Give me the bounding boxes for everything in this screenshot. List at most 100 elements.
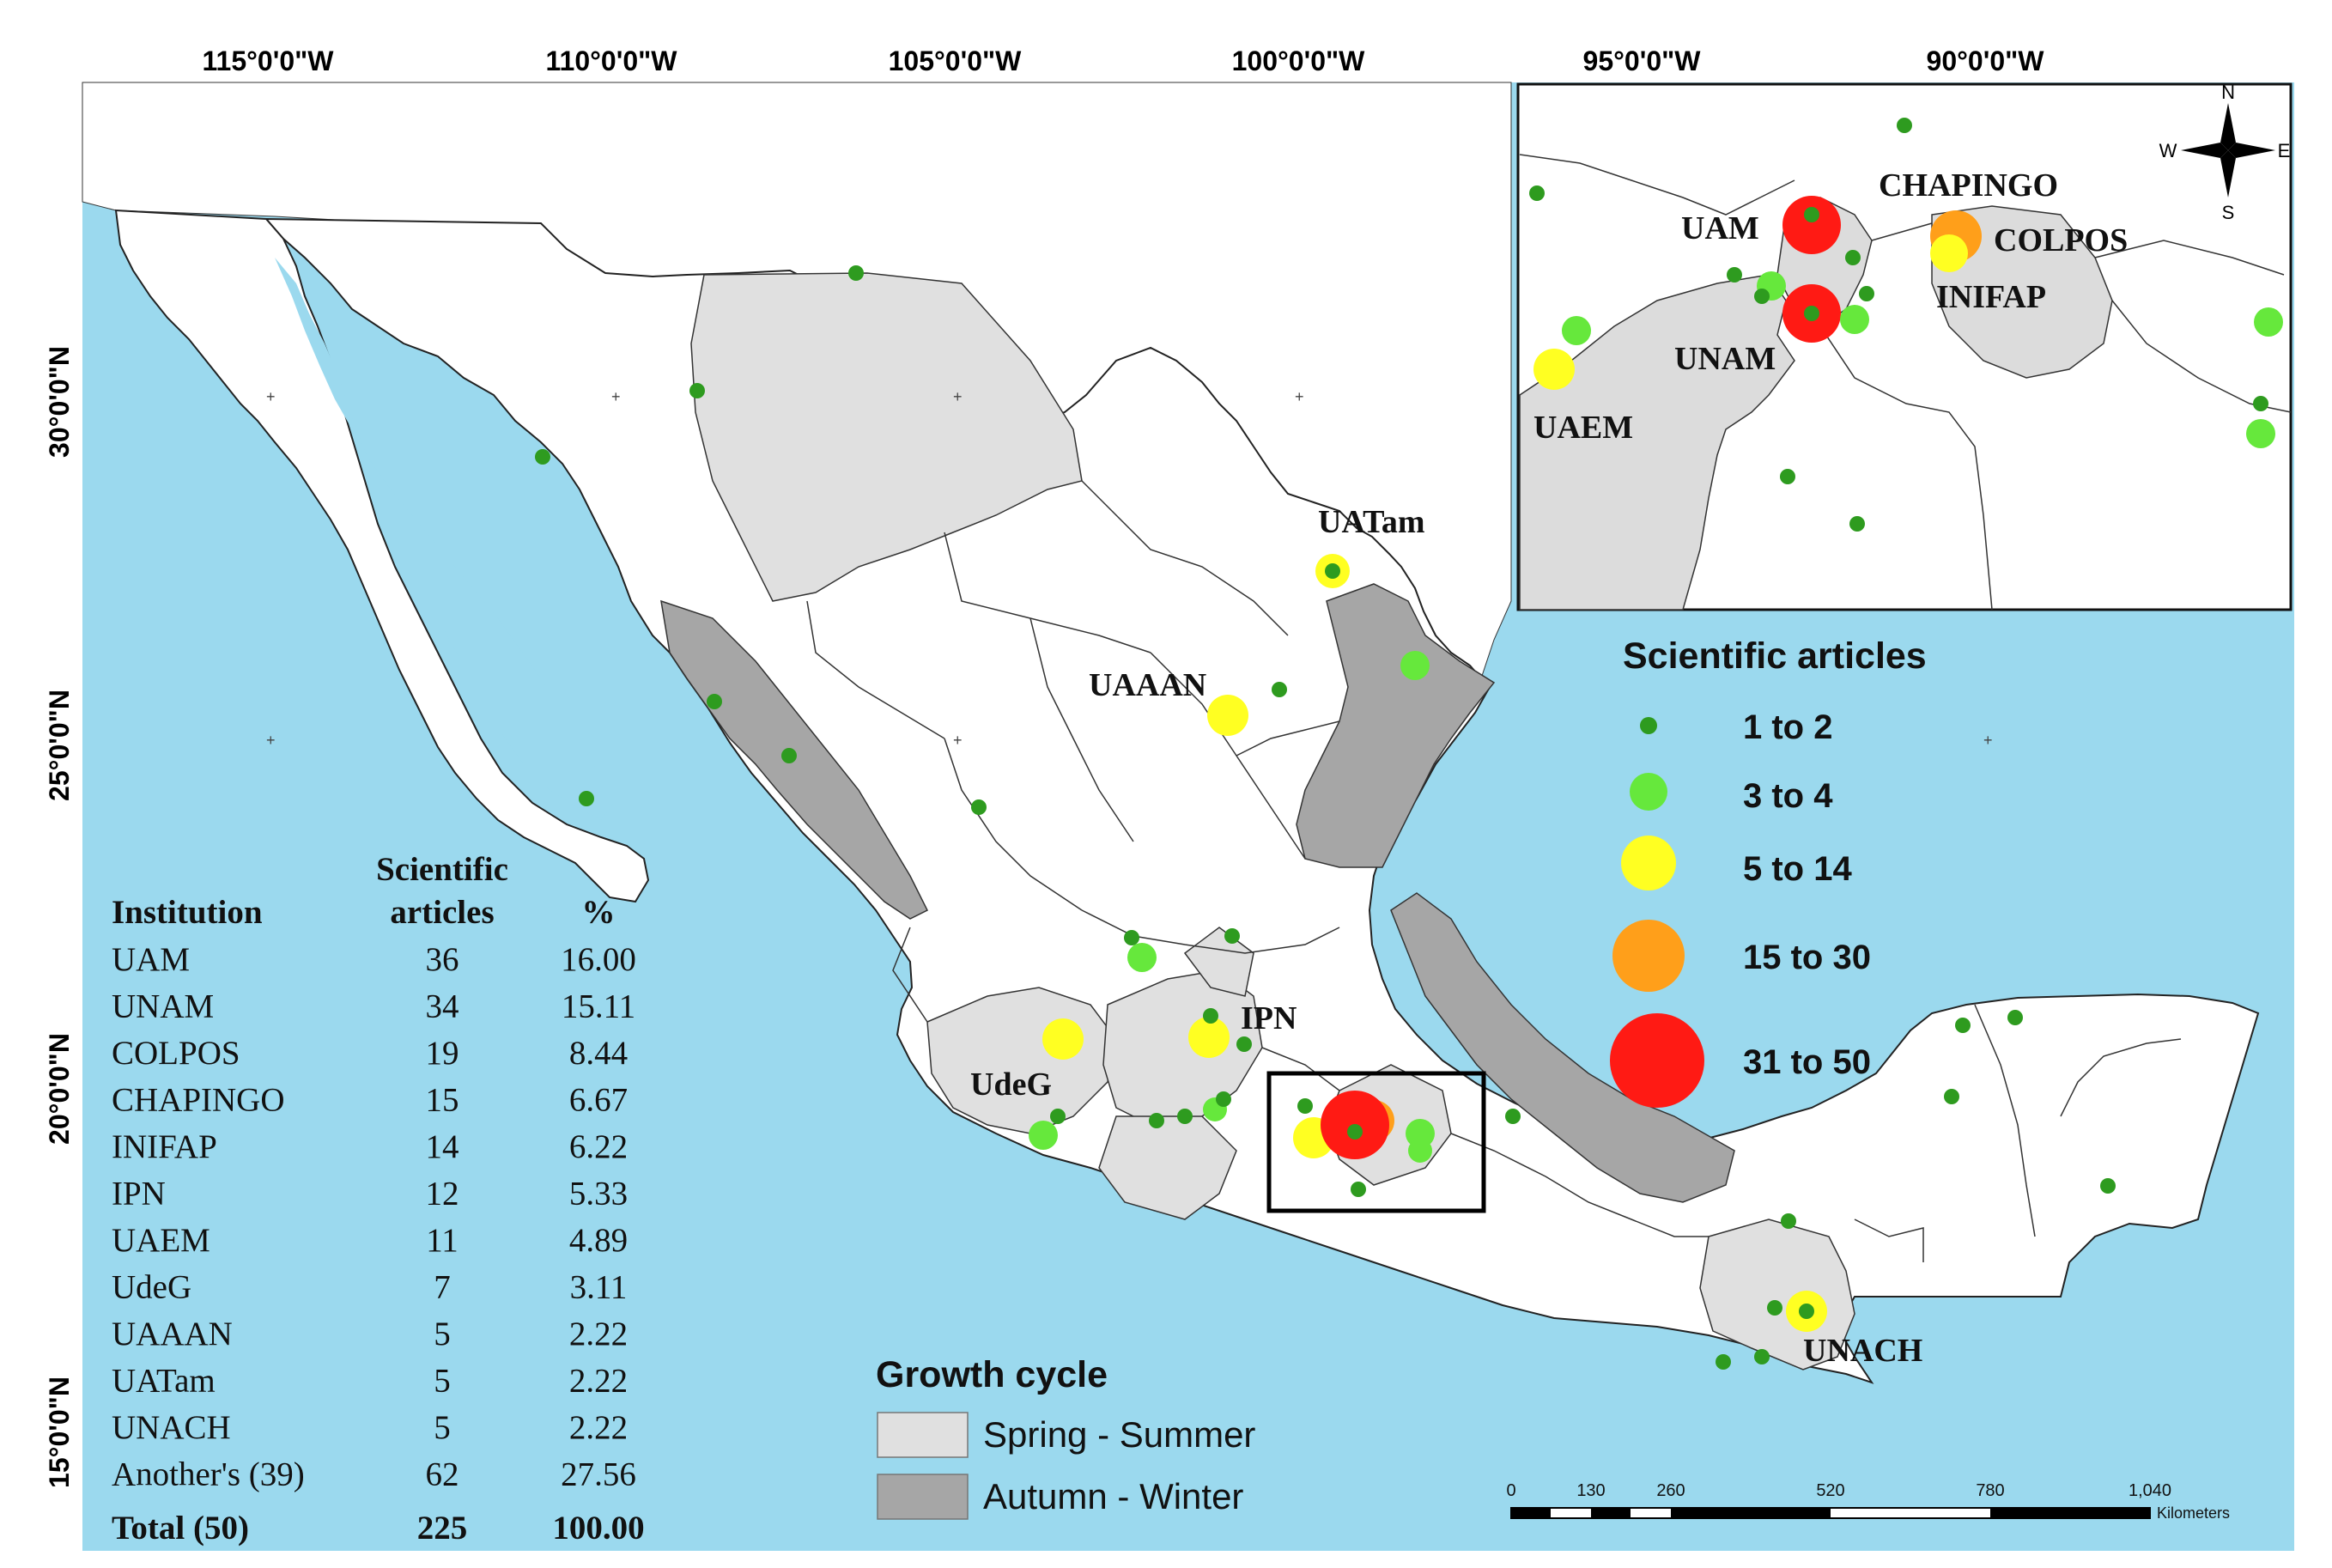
table-header-institution: Institution — [112, 894, 263, 931]
legend-label-31-50: 31 to 50 — [1743, 1043, 1871, 1081]
label-udeg: UdeG — [970, 1067, 1052, 1103]
legend-label-1-2: 1 to 2 — [1743, 708, 1832, 746]
legend-label-15-30: 15 to 30 — [1743, 939, 1871, 976]
inset-map — [1516, 82, 2293, 611]
axis-lon-110: 110°0'0"W — [546, 46, 678, 76]
compass-s: S — [2222, 202, 2235, 223]
legend-marker-15-30 — [1612, 920, 1685, 992]
table-cell-institution: UNACH — [112, 1409, 231, 1446]
table-cell-percent: 27.56 — [561, 1456, 636, 1493]
svg-text:+: + — [953, 732, 963, 749]
legend-marker-5-14 — [1621, 836, 1676, 890]
label-uaaan: UAAAN — [1089, 667, 1206, 703]
table-cell-articles: 34 — [426, 988, 459, 1025]
articles-legend: Scientific articles 1 to 2 3 to 4 5 to 1… — [1610, 635, 1927, 1108]
legend-marker-31-50 — [1610, 1013, 1704, 1108]
inset-label-uam: UAM — [1681, 210, 1759, 246]
table-cell-institution: UdeG — [112, 1269, 191, 1306]
table-cell-percent: 15.11 — [562, 988, 635, 1025]
table-cell-percent: 4.89 — [569, 1222, 628, 1259]
svg-text:+: + — [1983, 732, 1993, 749]
legend-label-5-14: 5 to 14 — [1743, 850, 1852, 888]
table-cell-institution: UNAM — [112, 988, 214, 1025]
table-cell-percent: 6.22 — [569, 1128, 628, 1165]
table-total-percent: 100.00 — [552, 1510, 644, 1547]
compass-n: N — [2221, 82, 2235, 103]
table-cell-articles: 15 — [426, 1082, 459, 1119]
table-header-percent: % — [582, 894, 616, 931]
axis-lon-95: 95°0'0"W — [1583, 46, 1702, 76]
table-cell-articles: 19 — [426, 1035, 459, 1072]
state-borders — [806, 480, 2182, 1262]
inset-label-chapingo: CHAPINGO — [1879, 167, 2058, 204]
axis-lat-20: 20°0'0"N — [44, 1033, 75, 1145]
label-unach: UNACH — [1803, 1333, 1922, 1369]
inset-label-uaem: UAEM — [1533, 410, 1633, 446]
table-cell-articles: 5 — [434, 1316, 451, 1352]
left-axis-labels: 30°0'0"N 25°0'0"N 20°0'0"N 15°0'0"N — [44, 346, 75, 1488]
table-cell-articles: 5 — [434, 1409, 451, 1446]
table-cell-institution: INIFAP — [112, 1128, 217, 1165]
table-cell-percent: 2.22 — [569, 1363, 628, 1400]
table-cell-institution: UATam — [112, 1363, 216, 1400]
table-total-label: Total (50) — [112, 1510, 249, 1547]
institution-map-labels: UATam UAAAN IPN UdeG UNACH — [970, 504, 1922, 1369]
table-cell-percent: 5.33 — [569, 1176, 628, 1212]
table-cell-articles: 62 — [426, 1456, 459, 1493]
growth-legend-title: Growth cycle — [876, 1354, 1108, 1395]
svg-text:780: 780 — [1976, 1481, 2004, 1500]
table-cell-articles: 7 — [434, 1269, 451, 1306]
inset-state-gray — [1519, 274, 1795, 611]
scale-unit: Kilometers — [2157, 1504, 2230, 1522]
svg-text:+: + — [1295, 388, 1304, 405]
growth-cycle-legend: Growth cycle Spring - Summer Autumn - Wi… — [876, 1354, 1255, 1520]
axis-lon-90: 90°0'0"W — [1927, 46, 2045, 76]
legend-marker-3-4 — [1630, 773, 1667, 811]
table-cell-institution: UAAAN — [112, 1316, 233, 1352]
table-cell-percent: 6.67 — [569, 1082, 628, 1119]
table-total-articles: 225 — [417, 1510, 468, 1547]
table-cell-institution: CHAPINGO — [112, 1082, 285, 1119]
table-header-articles-bottom: articles — [390, 894, 494, 931]
swatch-spring-summer — [877, 1412, 969, 1458]
axis-lat-15: 15°0'0"N — [44, 1377, 75, 1488]
svg-text:260: 260 — [1656, 1481, 1685, 1500]
label-uatam: UATam — [1318, 504, 1425, 540]
axis-lat-30: 30°0'0"N — [44, 346, 75, 458]
table-rows: UAM 36 16.00 UNAM 34 15.11 COLPOS 19 8.44 CHAPING… — [112, 941, 636, 1493]
svg-text:1,040: 1,040 — [2129, 1481, 2171, 1500]
growth-legend-spring-summer: Spring - Summer — [983, 1414, 1255, 1455]
compass-e: E — [2278, 140, 2291, 161]
table-header-articles-top: Scientific — [376, 851, 508, 888]
axis-lon-100: 100°0'0"W — [1232, 46, 1366, 76]
table-cell-percent: 2.22 — [569, 1409, 628, 1446]
table-cell-articles: 14 — [426, 1128, 459, 1165]
svg-text:+: + — [953, 388, 963, 405]
study-area-box — [1266, 1071, 1486, 1213]
legend-marker-1-2 — [1640, 717, 1657, 734]
svg-text:+: + — [266, 732, 276, 749]
legend-label-3-4: 3 to 4 — [1743, 777, 1833, 815]
table-cell-institution: Another's (39) — [112, 1456, 305, 1493]
table-cell-institution: COLPOS — [112, 1035, 240, 1072]
inset-label-unam: UNAM — [1674, 341, 1776, 377]
gulf-of-california — [275, 258, 614, 820]
compass-icon: N S E W — [2159, 82, 2291, 223]
axis-lon-105: 105°0'0"W — [889, 46, 1023, 76]
svg-text:+: + — [266, 388, 276, 405]
svg-text:+: + — [611, 388, 621, 405]
growth-legend-autumn-winter: Autumn - Winter — [983, 1476, 1243, 1516]
svg-text:0: 0 — [1506, 1481, 1515, 1500]
inset-markers — [1529, 118, 2283, 532]
table-cell-institution: UAM — [112, 941, 190, 978]
map-markers — [535, 265, 2116, 1370]
swatch-autumn-winter — [877, 1474, 969, 1520]
table-cell-articles: 12 — [426, 1176, 459, 1212]
table-cell-articles: 36 — [426, 941, 459, 978]
institution-table: Scientific Institution articles % UAM 36 1… — [112, 851, 645, 1547]
inset-institution-labels: CHAPINGO UAM COLPOS INIFAP UNAM UAEM — [1533, 167, 2128, 446]
table-cell-articles: 11 — [426, 1222, 459, 1259]
graticule-marks: + + + + + + + — [266, 388, 1993, 749]
label-ipn: IPN — [1241, 1000, 1297, 1036]
